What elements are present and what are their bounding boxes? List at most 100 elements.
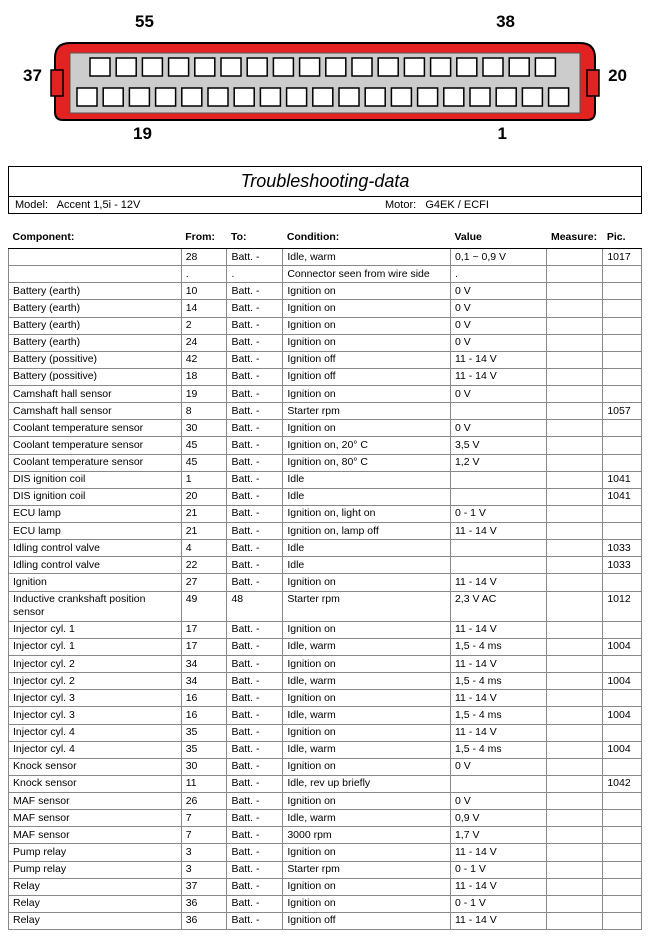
table-cell: Ignition on: [283, 574, 451, 591]
table-cell: [547, 334, 603, 351]
table-cell: 36: [181, 895, 227, 912]
table-cell: 2: [181, 317, 227, 334]
table-cell: Batt. -: [227, 540, 283, 557]
table-cell: 17: [181, 638, 227, 655]
table-cell: 3: [181, 844, 227, 861]
table-cell: [547, 827, 603, 844]
table-cell: 11 - 14 V: [450, 690, 547, 707]
table-cell: Battery (earth): [9, 283, 182, 300]
table-cell: .: [227, 266, 283, 283]
table-cell: [450, 471, 547, 488]
table-cell: 11 - 14 V: [450, 724, 547, 741]
table-cell: Batt. -: [227, 707, 283, 724]
table-cell: 11 - 14 V: [450, 621, 547, 638]
table-cell: Idle, rev up briefly: [283, 775, 451, 792]
table-row: Knock sensor11Batt. -Idle, rev up briefl…: [9, 775, 642, 792]
table-cell: Coolant temperature sensor: [9, 454, 182, 471]
table-body: 28Batt. -Idle, warm0,1 ~ 0,9 V1017..Conn…: [9, 249, 642, 930]
table-cell: [603, 827, 642, 844]
table-cell: [603, 844, 642, 861]
table-cell: Battery (earth): [9, 300, 182, 317]
table-cell: [547, 912, 603, 929]
table-cell: Batt. -: [227, 724, 283, 741]
table-cell: [547, 810, 603, 827]
table-cell: Batt. -: [227, 895, 283, 912]
table-cell: Injector cyl. 2: [9, 656, 182, 673]
table-cell: 1,5 - 4 ms: [450, 741, 547, 758]
troubleshoot-table: Component: From: To: Condition: Value Me…: [8, 228, 642, 930]
table-cell: Batt. -: [227, 454, 283, 471]
table-cell: [450, 403, 547, 420]
table-cell: [450, 540, 547, 557]
table-cell: Injector cyl. 4: [9, 741, 182, 758]
col-pic: Pic.: [603, 228, 642, 249]
table-cell: Connector seen from wire side: [283, 266, 451, 283]
table-cell: [547, 861, 603, 878]
table-row: Battery (earth)14Batt. -Ignition on0 V: [9, 300, 642, 317]
table-cell: 17: [181, 621, 227, 638]
info-row: Model: Accent 1,5i - 12V Motor: G4EK / E…: [8, 197, 642, 214]
connector-diagram: 55 38 37 20 19 1: [15, 8, 635, 148]
table-cell: [547, 574, 603, 591]
table-cell: 0 - 1 V: [450, 861, 547, 878]
table-cell: Injector cyl. 4: [9, 724, 182, 741]
table-cell: .: [450, 266, 547, 283]
motor-label: Motor:: [385, 199, 416, 211]
table-cell: Injector cyl. 1: [9, 621, 182, 638]
table-cell: [547, 895, 603, 912]
table-cell: 1042: [603, 775, 642, 792]
table-cell: Batt. -: [227, 793, 283, 810]
table-cell: ECU lamp: [9, 523, 182, 540]
table-row: Injector cyl. 234Batt. -Idle, warm1,5 - …: [9, 673, 642, 690]
table-cell: 14: [181, 300, 227, 317]
table-cell: [547, 844, 603, 861]
table-row: Relay37Batt. -Ignition on11 - 14 V: [9, 878, 642, 895]
table-cell: Idle: [283, 557, 451, 574]
table-cell: [547, 638, 603, 655]
table-cell: MAF sensor: [9, 793, 182, 810]
table-cell: 3000 rpm: [283, 827, 451, 844]
table-cell: Ignition on: [283, 386, 451, 403]
table-cell: 1017: [603, 249, 642, 266]
table-cell: Relay: [9, 878, 182, 895]
table-cell: 11 - 14 V: [450, 351, 547, 368]
table-row: Idling control valve22Batt. -Idle1033: [9, 557, 642, 574]
table-row: DIS ignition coil1Batt. -Idle1041: [9, 471, 642, 488]
table-cell: [450, 557, 547, 574]
table-row: Injector cyl. 234Batt. -Ignition on11 - …: [9, 656, 642, 673]
table-cell: 0 V: [450, 283, 547, 300]
table-row: Battery (earth)2Batt. -Ignition on0 V: [9, 317, 642, 334]
table-cell: 0,1 ~ 0,9 V: [450, 249, 547, 266]
table-cell: [603, 810, 642, 827]
table-cell: Batt. -: [227, 471, 283, 488]
table-cell: Ignition off: [283, 351, 451, 368]
table-cell: 1041: [603, 471, 642, 488]
table-cell: 20: [181, 488, 227, 505]
table-cell: 11 - 14 V: [450, 656, 547, 673]
table-cell: [547, 621, 603, 638]
table-cell: 0 - 1 V: [450, 895, 547, 912]
table-cell: [603, 420, 642, 437]
table-cell: Ignition on: [283, 621, 451, 638]
table-cell: Idle: [283, 540, 451, 557]
table-cell: 30: [181, 420, 227, 437]
table-cell: 27: [181, 574, 227, 591]
pin-label-br: 1: [498, 124, 507, 144]
col-measure: Measure:: [547, 228, 603, 249]
table-cell: 35: [181, 724, 227, 741]
table-cell: Batt. -: [227, 557, 283, 574]
table-cell: Ignition on: [283, 690, 451, 707]
table-cell: [603, 454, 642, 471]
table-cell: [603, 912, 642, 929]
table-cell: Ignition on: [283, 420, 451, 437]
col-value: Value: [450, 228, 547, 249]
table-cell: [547, 591, 603, 621]
table-cell: 11 - 14 V: [450, 844, 547, 861]
table-cell: 42: [181, 351, 227, 368]
table-cell: [547, 403, 603, 420]
table-cell: 49: [181, 591, 227, 621]
table-cell: [547, 266, 603, 283]
table-cell: [547, 878, 603, 895]
table-cell: Camshaft hall sensor: [9, 386, 182, 403]
table-row: Idling control valve4Batt. -Idle1033: [9, 540, 642, 557]
